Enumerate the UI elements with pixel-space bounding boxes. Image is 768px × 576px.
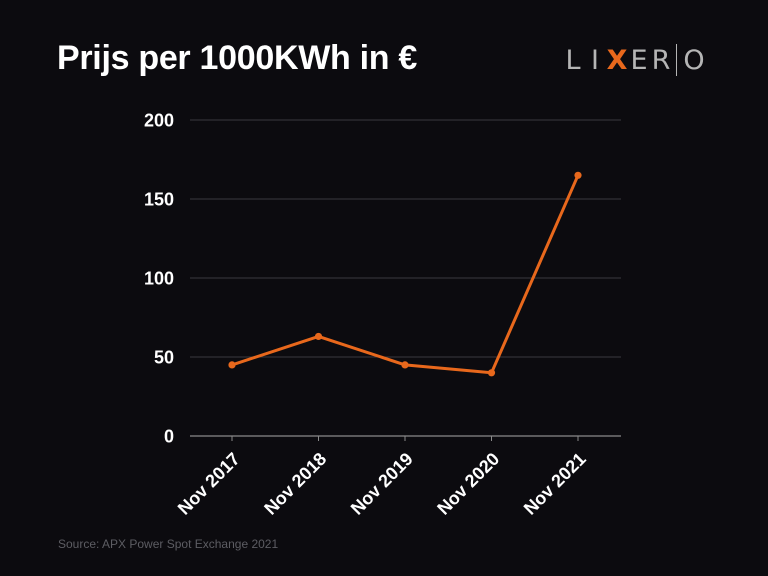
data-point <box>228 361 236 369</box>
x-tick-label: Nov 2021 <box>520 449 590 519</box>
grid-lines <box>190 119 621 358</box>
series-layer <box>228 171 582 377</box>
logo-letter: L <box>565 44 581 76</box>
logo-letter: O <box>683 44 705 76</box>
logo-letter: I <box>591 44 599 76</box>
y-tick-label: 100 <box>144 269 174 289</box>
x-tick-label: Nov 2020 <box>433 449 503 519</box>
y-tick-label: 150 <box>144 190 174 210</box>
data-point <box>401 361 409 369</box>
logo-accent-letter: X <box>606 44 628 76</box>
x-tick-label: Nov 2019 <box>347 449 417 519</box>
data-point <box>314 332 323 341</box>
logo-letter: E <box>630 44 648 76</box>
logo-letter: R <box>651 44 671 76</box>
source-caption: Source: APX Power Spot Exchange 2021 <box>58 537 279 551</box>
y-tick-label: 200 <box>144 111 174 131</box>
y-axis-ticks: 0 50 100 150 200 <box>144 111 174 447</box>
y-tick-label: 0 <box>164 427 174 447</box>
y-tick-label: 50 <box>154 348 174 368</box>
data-point <box>574 171 582 179</box>
x-tick-label: Nov 2017 <box>174 449 244 519</box>
chart-title: Prijs per 1000KWh in € <box>57 39 417 77</box>
series-line <box>230 173 580 375</box>
x-axis-ticks: Nov 2017 Nov 2018 Nov 2019 Nov 2020 Nov 2021 <box>174 436 590 519</box>
x-tick-label: Nov 2018 <box>260 449 330 519</box>
data-point <box>487 369 496 377</box>
lixero-logo: L I X E R O <box>562 44 705 76</box>
logo-divider <box>676 44 677 76</box>
